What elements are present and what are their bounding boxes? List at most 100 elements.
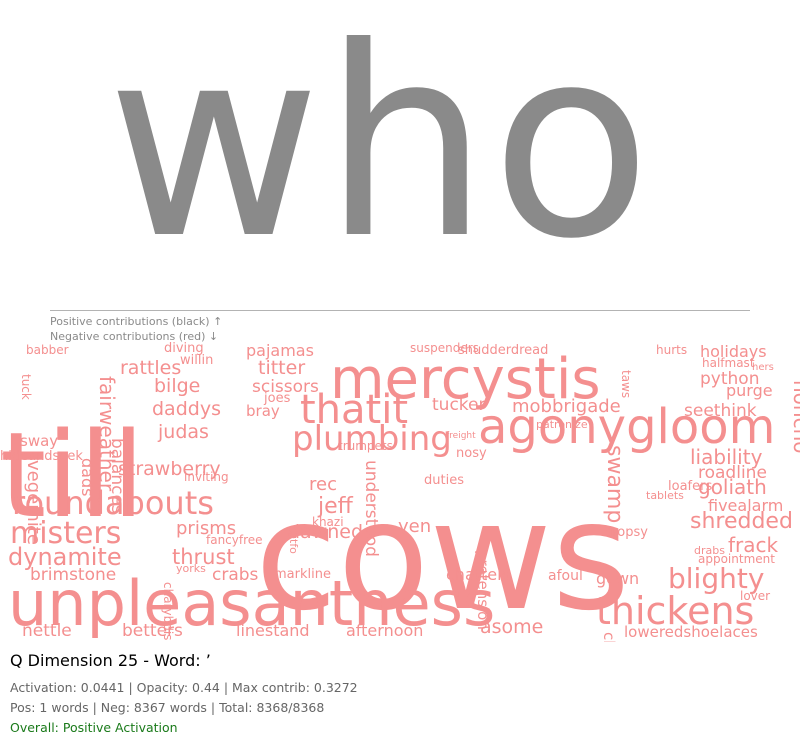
cloud-word: inviting xyxy=(184,470,229,484)
cloud-word: freight xyxy=(446,431,476,441)
cloud-word: mobbrigade xyxy=(512,396,621,417)
cloud-word: purge xyxy=(726,381,773,400)
cloud-word: blighty xyxy=(668,562,764,595)
cloud-word: liability xyxy=(690,445,763,469)
word-cloud: cows till unpleasantness mercystis agonygloo… xyxy=(0,340,800,642)
divider-line xyxy=(50,310,750,311)
cloud-word: trumpets xyxy=(338,439,393,453)
cloud-word: joes xyxy=(263,391,291,406)
cloud-word: swamp xyxy=(602,445,627,523)
cloud-word: babber xyxy=(26,343,69,357)
cloud-word: gown xyxy=(596,569,639,588)
info-panel: Q Dimension 25 - Word: ’ Activation: 0.0… xyxy=(10,650,358,738)
cloud-word: brimstone xyxy=(30,565,116,585)
cloud-word: agonygloom xyxy=(478,399,775,455)
cloud-word: shudderdread xyxy=(458,343,548,358)
cloud-word: hideandseek xyxy=(0,449,83,464)
cloud-word: yorks xyxy=(176,562,206,575)
cloud-word: plumbing xyxy=(292,419,452,459)
cloud-word: loafers xyxy=(668,479,712,494)
cloud-word: judas xyxy=(157,421,209,443)
cloud-word: cows xyxy=(255,470,630,642)
cloud-word: markline xyxy=(274,567,331,582)
cloud-word: pretension xyxy=(474,550,492,630)
cloud-word: charybdis xyxy=(161,582,175,640)
cloud-word: taws xyxy=(619,370,633,398)
cloud-word: sway xyxy=(20,432,58,450)
cloud-word: shredded xyxy=(690,509,793,534)
cloud-word: fivealarm xyxy=(708,496,783,515)
cloud-word: bilge xyxy=(154,375,200,397)
cloud-word: gtfo xyxy=(287,532,300,554)
cloud-word: python xyxy=(700,369,759,389)
cloud-word: duties xyxy=(424,473,464,488)
dimension-title: Q Dimension 25 - Word: ’ xyxy=(10,651,211,670)
cloud-word: bray xyxy=(246,402,280,420)
cloud-word: thatit xyxy=(300,387,408,433)
cloud-word: betters xyxy=(122,621,183,641)
cloud-word: till xyxy=(0,406,145,544)
cloud-word: understood xyxy=(361,460,381,557)
word-counts: Pos: 1 words | Neg: 8367 words | Total: … xyxy=(10,700,325,715)
cloud-word: lover xyxy=(740,589,770,603)
cloud-word: fairweather xyxy=(95,376,119,492)
overall-status: Overall: Positive Activation xyxy=(10,720,178,735)
cloud-word: dropsy xyxy=(604,525,648,540)
hero-word: who xyxy=(106,0,654,296)
cloud-word: asome xyxy=(480,616,543,638)
cloud-word: dawned xyxy=(288,521,363,543)
cloud-word: misters xyxy=(10,516,121,551)
cloud-word: drabs xyxy=(694,544,725,557)
cloud-word: hurts xyxy=(656,343,687,357)
cloud-word: roundabouts xyxy=(12,484,214,522)
cloud-word: strawberry xyxy=(118,458,221,480)
cloud-word: unpleasantness xyxy=(8,567,495,640)
cloud-word: daddys xyxy=(152,398,221,420)
cloud-word: honcho xyxy=(789,380,800,454)
cloud-word: vegemite xyxy=(23,460,44,545)
cloud-word: nettle xyxy=(22,621,72,641)
cloud-word: chattels xyxy=(446,565,510,584)
cloud-word: linestand xyxy=(236,621,310,640)
cloud-word: khazi xyxy=(312,515,344,529)
cloud-word: suspenders xyxy=(410,341,479,355)
cloud-word: seethink xyxy=(684,401,757,421)
word-cloud-canvas: cows till unpleasantness mercystisagonygloo… xyxy=(0,341,800,642)
cloud-word: halfmast xyxy=(702,356,755,370)
cloud-word: titter xyxy=(258,357,305,379)
cloud-word: holidays xyxy=(700,342,767,361)
cloud-word: nosy xyxy=(456,446,487,461)
cloud-word: balances xyxy=(107,438,127,514)
cloud-word: dads xyxy=(78,458,97,496)
cloud-word: prisms xyxy=(176,518,236,539)
cloud-word: thickens xyxy=(596,589,754,633)
cloud-word: afternoon xyxy=(346,621,423,640)
cloud-word: yen xyxy=(398,516,431,537)
cloud-word: roadline xyxy=(698,463,767,483)
cloud-word: rattles xyxy=(120,357,181,379)
cloud-word: jeff xyxy=(317,494,354,519)
cloud-word: frack xyxy=(728,533,779,557)
cloud-word: diving xyxy=(164,341,204,356)
cloud-word: tucker xyxy=(432,395,485,415)
cloud-word: afoul xyxy=(548,568,583,584)
legend-positive: Positive contributions (black) ↑ xyxy=(50,315,223,328)
cloud-word: crabs xyxy=(212,565,259,585)
cloud-word: tuck xyxy=(19,374,33,400)
cloud-word: pajamas xyxy=(246,341,314,360)
cloud-word: appointment xyxy=(698,552,775,566)
cloud-word: goliath xyxy=(698,475,767,499)
cloud-word: thrust xyxy=(172,545,235,569)
cloud-word: cheerful xyxy=(600,632,618,642)
cloud-word: tablets xyxy=(646,489,684,502)
cloud-word: dynamite xyxy=(8,543,122,571)
cloud-word: hers xyxy=(752,362,774,373)
cloud-word: fancyfree xyxy=(206,533,263,547)
hero-word-area: who xyxy=(0,0,800,300)
cloud-word: willin xyxy=(180,353,213,368)
cloud-word: patronize xyxy=(536,418,588,431)
cloud-word: scissors xyxy=(252,377,319,397)
legend-negative: Negative contributions (red) ↓ xyxy=(50,330,219,343)
activation-stats: Activation: 0.0441 | Opacity: 0.44 | Max… xyxy=(10,680,358,695)
cloud-word: rec xyxy=(309,474,337,495)
